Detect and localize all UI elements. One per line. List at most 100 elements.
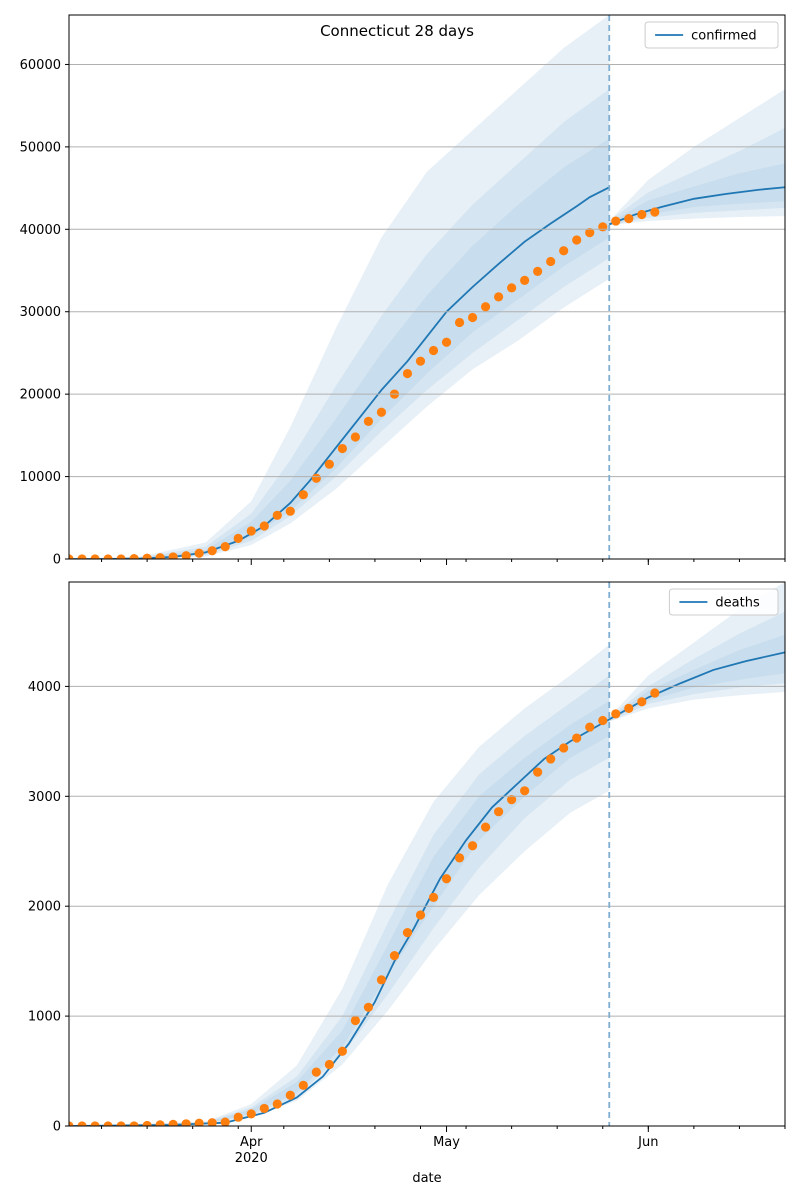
data-point — [181, 551, 191, 559]
data-point — [454, 317, 465, 328]
data-point — [572, 235, 582, 245]
data-point — [611, 709, 621, 719]
data-point — [637, 209, 647, 220]
data-point — [259, 1103, 269, 1114]
y-tick-label: 2000 — [28, 900, 61, 915]
data-point — [77, 1121, 87, 1126]
data-point — [103, 554, 113, 559]
data-point — [650, 688, 660, 698]
data-point — [298, 490, 308, 500]
data-point — [90, 1121, 100, 1126]
data-point — [480, 302, 491, 312]
data-point — [207, 546, 217, 556]
data-point — [533, 266, 543, 276]
data-point — [194, 1118, 204, 1126]
interval-band — [69, 15, 610, 559]
interval-band — [69, 644, 610, 1126]
x-tick-sublabel: 2020 — [235, 1151, 268, 1166]
data-point — [220, 542, 230, 552]
confirmed-panel: Connecticut 28 days 0 10000 20000 30000 4000… — [20, 14, 786, 568]
data-point — [585, 722, 595, 732]
data-point — [598, 222, 608, 232]
data-point — [168, 552, 178, 559]
data-point — [402, 368, 413, 379]
data-point — [533, 767, 543, 777]
data-point — [467, 841, 478, 851]
data-point — [507, 283, 517, 293]
data-point — [428, 345, 439, 356]
y-tick-label: 0 — [53, 553, 61, 568]
data-point — [324, 1059, 334, 1070]
legend-box — [644, 21, 779, 49]
data-point — [402, 927, 413, 938]
y-tick-label: 0 — [53, 1120, 61, 1135]
y-tick-label: 50000 — [20, 140, 61, 155]
data-point — [467, 312, 478, 323]
data-point — [415, 910, 426, 920]
data-point — [246, 1109, 256, 1119]
data-point — [194, 548, 204, 558]
data-point — [624, 703, 634, 713]
data-point — [129, 1121, 139, 1126]
data-point — [454, 853, 465, 863]
data-point — [559, 246, 569, 256]
data-point — [272, 1099, 282, 1109]
y-tick-label: 20000 — [20, 388, 61, 403]
data-point — [520, 275, 530, 286]
data-point — [69, 554, 74, 559]
legend-box — [668, 588, 779, 616]
axes-frame — [68, 581, 786, 1127]
data-point — [507, 795, 517, 805]
data-point — [311, 1067, 321, 1077]
data-point — [90, 554, 100, 559]
data-point — [350, 1015, 360, 1026]
data-point — [129, 553, 139, 559]
interval-band — [69, 700, 610, 1126]
data-point — [637, 697, 647, 707]
data-point — [103, 1121, 113, 1126]
data-point — [441, 337, 452, 347]
series-points-confirmed-observed — [69, 207, 660, 559]
plot-area — [69, 15, 785, 559]
x-tick-label: May — [433, 1135, 460, 1150]
data-point — [116, 554, 126, 559]
data-point — [220, 1117, 230, 1126]
data-point — [337, 1046, 347, 1056]
data-point — [572, 733, 582, 743]
axes-frame — [68, 14, 786, 560]
y-tick-label: 40000 — [20, 223, 61, 238]
legend-label: confirmed — [691, 29, 757, 44]
plot-area — [69, 582, 785, 1126]
data-point — [494, 807, 504, 817]
data-point — [116, 1121, 126, 1126]
data-point — [155, 1120, 165, 1126]
y-tick-label: 60000 — [20, 58, 61, 73]
data-point — [337, 443, 347, 454]
interval-band — [69, 675, 610, 1126]
data-point — [233, 533, 243, 543]
data-point — [350, 432, 360, 442]
data-point — [441, 874, 452, 884]
y-tick-label: 3000 — [28, 790, 61, 805]
data-point — [168, 1119, 178, 1126]
data-point — [155, 553, 165, 559]
y-tick-label: 30000 — [20, 305, 61, 320]
data-point — [363, 416, 374, 426]
data-point — [324, 459, 334, 469]
series-points-deaths-observed — [69, 688, 660, 1126]
data-point — [624, 213, 634, 224]
data-point — [598, 715, 608, 726]
data-point — [546, 754, 556, 764]
legend-label: deaths — [715, 596, 760, 611]
y-tick-label: 4000 — [28, 680, 61, 695]
interval-band — [609, 634, 785, 721]
legend: deaths — [668, 588, 779, 616]
data-point — [480, 822, 491, 832]
data-point — [415, 356, 426, 366]
data-point — [259, 521, 269, 531]
chart-title: Connecticut 28 days — [320, 22, 474, 40]
data-point — [69, 1121, 74, 1126]
data-point — [611, 216, 621, 226]
data-point — [559, 743, 569, 753]
